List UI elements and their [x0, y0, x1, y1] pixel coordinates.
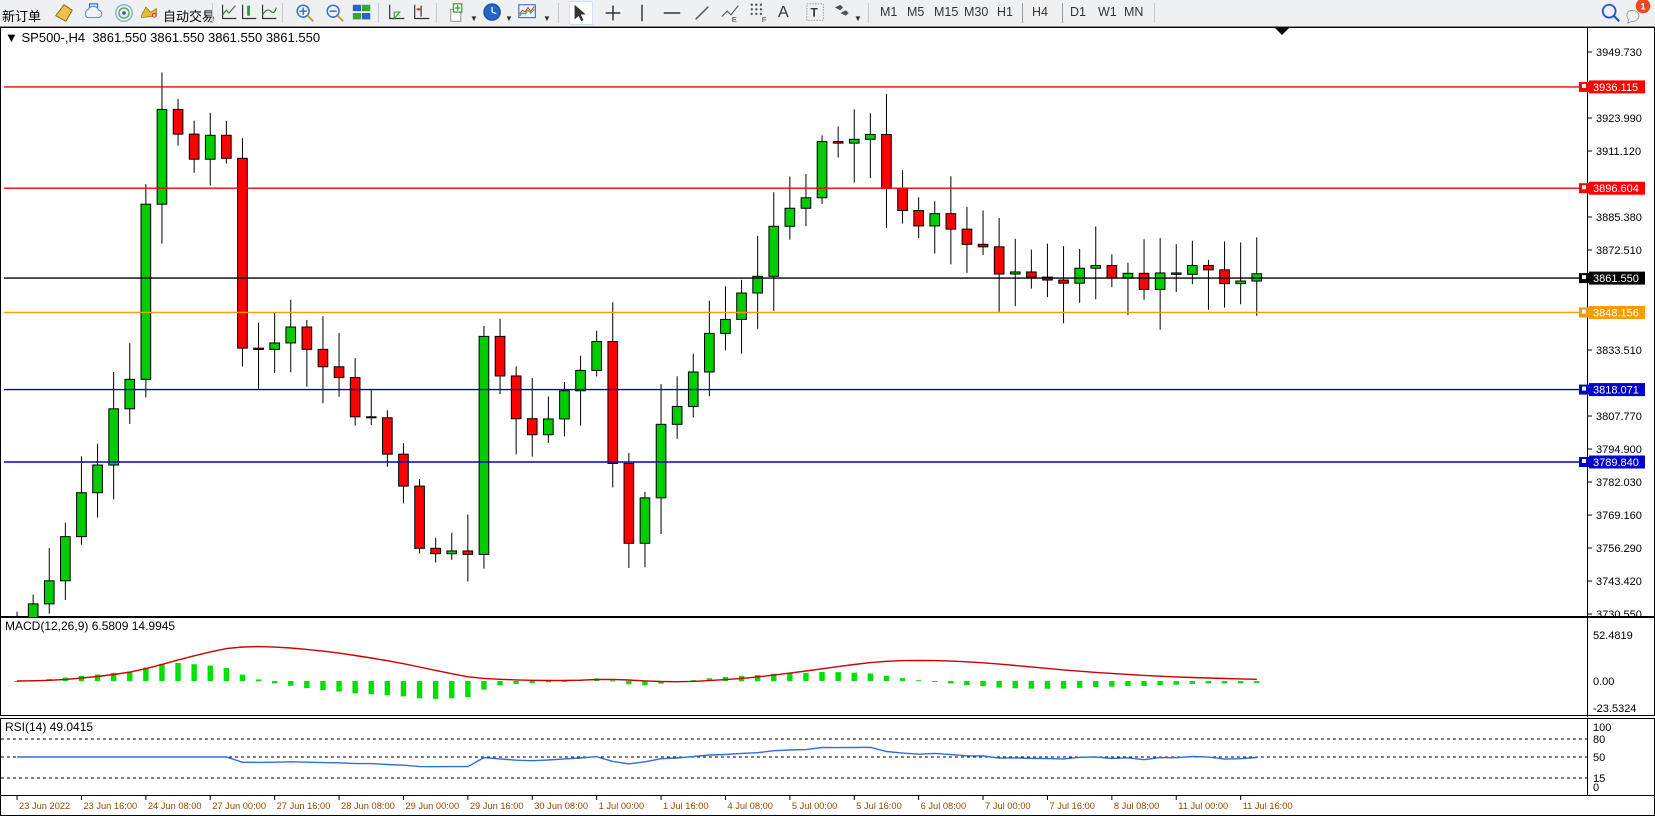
svg-text:0: 0 — [1593, 782, 1599, 794]
svg-text:8 Jul 08:00: 8 Jul 08:00 — [1114, 801, 1160, 811]
svg-text:-23.5324: -23.5324 — [1593, 703, 1636, 715]
svg-text:3818.071: 3818.071 — [1593, 385, 1639, 397]
svg-text:5 Jul 16:00: 5 Jul 16:00 — [856, 801, 902, 811]
svg-text:24 Jun 08:00: 24 Jun 08:00 — [148, 801, 202, 811]
svg-text:3896.604: 3896.604 — [1593, 183, 1639, 195]
svg-text:3782.030: 3782.030 — [1596, 477, 1642, 489]
svg-text:11 Jul 00:00: 11 Jul 00:00 — [1178, 801, 1228, 811]
svg-text:E: E — [732, 15, 737, 24]
svg-text:3789.840: 3789.840 — [1593, 457, 1639, 469]
svg-text:1 Jul 00:00: 1 Jul 00:00 — [599, 801, 645, 811]
svg-text:1: 1 — [1640, 1, 1645, 11]
svg-text:3833.510: 3833.510 — [1596, 345, 1642, 357]
svg-text:3807.770: 3807.770 — [1596, 411, 1642, 423]
svg-text:3861.550: 3861.550 — [1593, 273, 1639, 285]
svg-text:4 Jul 08:00: 4 Jul 08:00 — [727, 801, 773, 811]
svg-text:100: 100 — [1593, 722, 1611, 734]
svg-text:1 Jul 16:00: 1 Jul 16:00 — [663, 801, 709, 811]
svg-text:23 Jun 16:00: 23 Jun 16:00 — [83, 801, 137, 811]
svg-text:52.4819: 52.4819 — [1593, 630, 1633, 642]
svg-text:50: 50 — [1593, 752, 1605, 764]
svg-text:23 Jun 2022: 23 Jun 2022 — [19, 801, 70, 811]
svg-text:3885.380: 3885.380 — [1596, 212, 1642, 224]
svg-text:7 Jul 16:00: 7 Jul 16:00 — [1049, 801, 1095, 811]
svg-text:29 Jun 00:00: 29 Jun 00:00 — [405, 801, 459, 811]
svg-text:80: 80 — [1593, 734, 1605, 746]
svg-text:3872.510: 3872.510 — [1596, 245, 1642, 257]
svg-text:27 Jun 16:00: 27 Jun 16:00 — [277, 801, 331, 811]
svg-text:3911.120: 3911.120 — [1596, 146, 1641, 158]
svg-text:27 Jun 00:00: 27 Jun 00:00 — [212, 801, 266, 811]
svg-text:3848.156: 3848.156 — [1593, 307, 1639, 319]
svg-text:7 Jul 00:00: 7 Jul 00:00 — [985, 801, 1031, 811]
svg-text:3794.900: 3794.900 — [1596, 444, 1642, 456]
svg-text:5 Jul 00:00: 5 Jul 00:00 — [792, 801, 838, 811]
svg-text:11 Jul 16:00: 11 Jul 16:00 — [1243, 801, 1293, 811]
svg-text:3769.160: 3769.160 — [1596, 510, 1642, 522]
svg-text:3743.420: 3743.420 — [1596, 576, 1642, 588]
svg-text:6 Jul 08:00: 6 Jul 08:00 — [921, 801, 967, 811]
svg-text:3756.290: 3756.290 — [1596, 543, 1642, 555]
svg-text:3936.115: 3936.115 — [1593, 82, 1638, 94]
svg-text:3923.990: 3923.990 — [1596, 113, 1642, 125]
svg-text:T: T — [811, 6, 819, 20]
svg-text:30 Jun 08:00: 30 Jun 08:00 — [534, 801, 588, 811]
svg-text:F: F — [762, 15, 767, 24]
svg-text:29 Jun 16:00: 29 Jun 16:00 — [470, 801, 524, 811]
svg-text:0.00: 0.00 — [1593, 676, 1614, 688]
svg-text:28 Jun 08:00: 28 Jun 08:00 — [341, 801, 395, 811]
svg-text:3949.730: 3949.730 — [1596, 47, 1642, 59]
